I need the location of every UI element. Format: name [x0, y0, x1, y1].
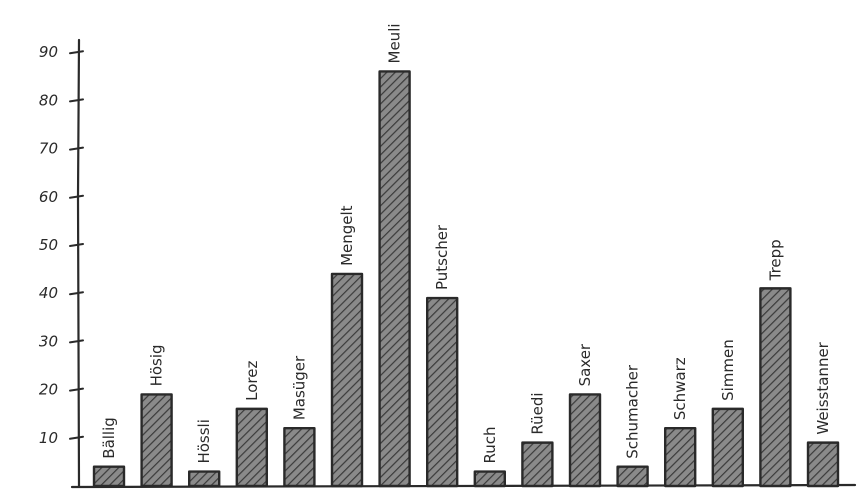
bar-category-label: Hössli: [195, 419, 213, 463]
bar: [473, 470, 506, 488]
y-tick-mark: [69, 435, 84, 440]
y-tick-mark: [69, 387, 84, 392]
bar: [759, 287, 792, 488]
bar-category-label: Masüger: [290, 355, 308, 420]
y-tick-label: 40: [39, 284, 58, 302]
y-tick-label: 30: [39, 332, 58, 350]
bar-category-label: Schwarz: [671, 357, 689, 420]
y-tick-label: 80: [39, 91, 58, 109]
bar: [187, 470, 221, 488]
bar-category-label: Hösig: [148, 344, 166, 386]
y-tick-mark: [69, 194, 84, 199]
y-axis: 10 20 30 40 50 60 70 80 90: [39, 38, 84, 488]
bar-category-label: Rüedi: [528, 392, 546, 434]
bar: [806, 441, 840, 488]
y-tick-label: 70: [39, 140, 58, 158]
y-tick-label: 20: [39, 381, 58, 399]
y-tick-mark: [69, 339, 84, 344]
bar: [378, 70, 411, 488]
bar: [92, 465, 126, 488]
y-tick-mark: [69, 243, 84, 247]
bar: [711, 407, 744, 488]
bar-category-label: Bällig: [100, 417, 118, 459]
bar-category-label: Schumacher: [624, 364, 642, 459]
y-tick-label: 50: [39, 236, 58, 254]
bar: [283, 426, 316, 488]
y-tick-label: 60: [39, 188, 58, 206]
bars: [92, 70, 840, 488]
y-tick-mark: [69, 291, 84, 296]
y-tick-mark: [69, 98, 84, 103]
bar-labels: Bällig Hösig Hössli Lorez Masüger Mengelt Meul…: [100, 23, 832, 463]
bar: [664, 426, 697, 488]
bar: [140, 393, 173, 488]
y-tick-mark: [69, 146, 84, 151]
bar-category-label: Simmen: [719, 339, 737, 401]
bar: [521, 441, 554, 488]
y-axis-line: [76, 38, 81, 488]
bar-category-label: Saxer: [576, 343, 594, 386]
bar-category-label: Lorez: [243, 361, 261, 401]
bar: [330, 272, 364, 488]
bar-category-label: Mengelt: [338, 205, 356, 266]
bar: [568, 393, 602, 488]
y-tick-label: 10: [39, 429, 58, 447]
bar-category-label: Putscher: [433, 224, 451, 290]
y-tick-mark: [69, 50, 84, 55]
bar-category-label: Trepp: [766, 239, 784, 281]
bar: [426, 296, 459, 488]
bar: [235, 407, 269, 488]
bar-category-label: Ruch: [481, 427, 499, 464]
y-tick-label: 90: [39, 43, 58, 61]
bar-category-label: Weisstanner: [814, 341, 832, 434]
bar: [616, 465, 649, 488]
bar-category-label: Meuli: [386, 23, 404, 63]
